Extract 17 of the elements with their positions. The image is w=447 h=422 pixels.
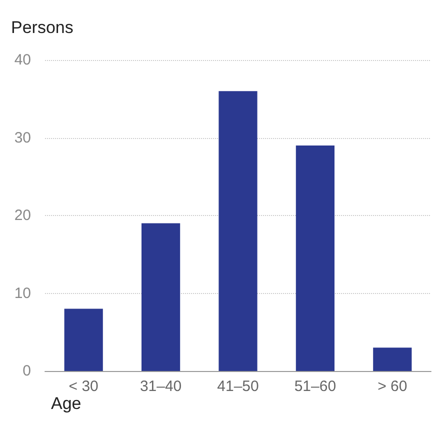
x-tick-label: 31–40 bbox=[140, 378, 182, 395]
bar bbox=[296, 146, 334, 371]
y-tick-label: 0 bbox=[22, 362, 31, 380]
y-tick-label: 30 bbox=[14, 129, 31, 146]
x-axis-title: Age bbox=[51, 394, 82, 413]
bar bbox=[142, 223, 180, 371]
x-tick-label: 51–60 bbox=[294, 378, 336, 395]
bar bbox=[218, 91, 258, 371]
y-tick-label: 40 bbox=[14, 52, 31, 68]
bar bbox=[64, 308, 103, 371]
x-tick-label: < 30 bbox=[68, 378, 98, 395]
y-axis-title: Persons bbox=[11, 18, 74, 37]
x-tick-label: > 60 bbox=[378, 378, 408, 395]
x-tick-label: 41–50 bbox=[217, 378, 259, 395]
y-tick-label: 10 bbox=[14, 284, 31, 302]
y-tick-label: 20 bbox=[14, 207, 31, 224]
bar bbox=[373, 348, 412, 371]
